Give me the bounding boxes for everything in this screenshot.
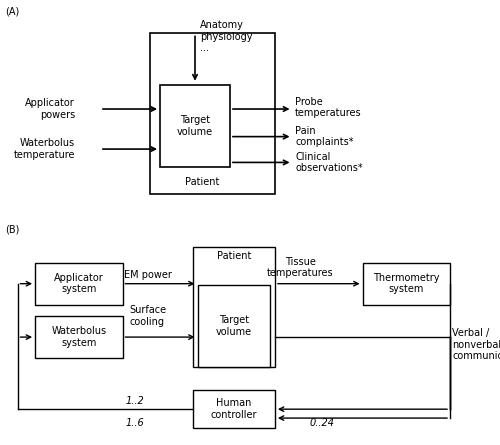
- Text: Probe
temperatures: Probe temperatures: [295, 97, 362, 118]
- Bar: [150, 33, 275, 194]
- Bar: [192, 247, 275, 367]
- Text: Patient: Patient: [185, 178, 220, 187]
- Text: Verbal /
nonverbal
communication: Verbal / nonverbal communication: [452, 328, 500, 361]
- Bar: [35, 263, 122, 305]
- Text: Human
controller: Human controller: [210, 398, 257, 420]
- Bar: [198, 285, 270, 367]
- Text: Waterbolus
system: Waterbolus system: [51, 326, 106, 348]
- Text: Target
volume: Target volume: [216, 315, 252, 337]
- Text: Waterbolus
temperature: Waterbolus temperature: [14, 138, 75, 160]
- Text: 0..24: 0..24: [310, 418, 335, 428]
- Text: Pain
complaints*: Pain complaints*: [295, 126, 354, 147]
- Text: (B): (B): [5, 225, 20, 235]
- Text: Tissue
temperatures: Tissue temperatures: [266, 256, 334, 278]
- Text: 1..2: 1..2: [126, 396, 144, 406]
- Text: Thermometry
system: Thermometry system: [373, 273, 440, 295]
- Text: EM power: EM power: [124, 271, 172, 280]
- Bar: [160, 85, 230, 167]
- Text: 1..6: 1..6: [126, 418, 144, 428]
- Bar: [362, 263, 450, 305]
- Text: Surface
cooling: Surface cooling: [129, 305, 166, 327]
- Text: Clinical
observations*: Clinical observations*: [295, 152, 362, 173]
- Text: Patient: Patient: [216, 251, 251, 261]
- Text: Applicator
system: Applicator system: [54, 273, 104, 295]
- Text: Applicator
powers: Applicator powers: [25, 98, 75, 120]
- Text: Target
volume: Target volume: [177, 115, 213, 137]
- Text: (A): (A): [5, 7, 19, 16]
- Bar: [35, 316, 122, 358]
- Bar: [192, 390, 275, 428]
- Text: Anatomy
physiology
...: Anatomy physiology ...: [200, 20, 252, 53]
